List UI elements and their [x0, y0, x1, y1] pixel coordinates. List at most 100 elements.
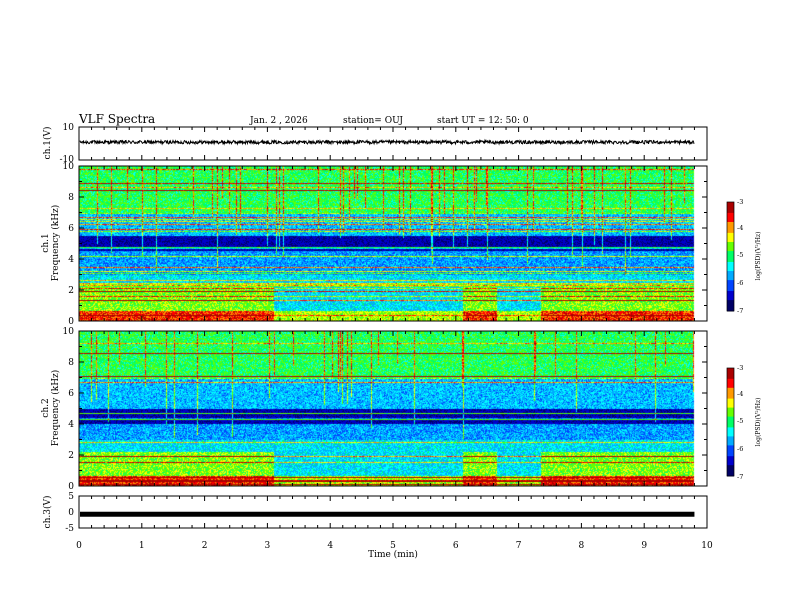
colorbar-segment [727, 382, 734, 385]
colorbar-frame [726, 201, 735, 312]
colorbar-segment [727, 218, 734, 221]
colorbar-segment [727, 404, 734, 407]
colorbar-segment [727, 249, 734, 252]
colorbar-segment [727, 241, 734, 245]
ch1-spec-ytick-0: 0 [68, 317, 74, 327]
colorbar-segment [727, 445, 734, 448]
colorbar-segment [727, 236, 734, 239]
ch1-waveform-line [79, 138, 695, 146]
colorbar-segment [727, 387, 734, 391]
colorbar-segment [727, 265, 734, 268]
colorbar-segment [727, 225, 734, 228]
colorbar-segment [727, 459, 734, 463]
x-tick-label: 1 [139, 541, 145, 551]
ch1-spec-ylabel: Frequency (kHz) [50, 205, 61, 282]
ch2-spec-ytick-6: 6 [68, 389, 74, 399]
colorbar-segment [727, 423, 734, 427]
ch1-colorbar [726, 201, 735, 312]
cb2-tick-m3: -3 [737, 364, 743, 372]
ch2-spectrogram-panel: 0 2 4 6 8 10 ch.2 Frequency (kHz) -3 -4 … [41, 327, 762, 492]
x-tick-label: 10 [701, 541, 713, 551]
colorbar-segment [727, 298, 734, 301]
colorbar-segment [727, 461, 734, 464]
cb2-tick-m4: -4 [737, 390, 743, 398]
colorbar-segment [727, 272, 734, 276]
cb1-tick-m7: -7 [737, 307, 743, 315]
colorbar-segment [727, 261, 734, 265]
ch1-spec-ytick-10: 10 [63, 162, 75, 172]
colorbar-segment [727, 425, 734, 428]
colorbar-segment [727, 441, 734, 445]
ch1-spectrogram-panel: 0 2 4 6 8 10 ch.1 Frequency (kHz) -3 -4 … [41, 162, 762, 327]
colorbar-segment [727, 203, 734, 207]
colorbar-segment [727, 386, 734, 389]
colorbar-segment [727, 227, 734, 230]
ch1-spec-ytick-6: 6 [68, 224, 74, 234]
colorbar-segment [727, 307, 734, 310]
colorbar-segment [727, 205, 734, 208]
ch2-spec-ylabel: Frequency (kHz) [50, 370, 61, 447]
colorbar-segment [727, 400, 734, 403]
ch3-waveform-line [80, 511, 695, 517]
colorbar-segment [727, 414, 734, 418]
ch1-waveform-panel: 10 -10 ch.1(V) [42, 123, 708, 165]
colorbar-segment [727, 278, 734, 281]
colorbar-segment [727, 231, 734, 234]
colorbar-segment [727, 209, 734, 212]
colorbar-segment [727, 221, 734, 225]
colorbar-segment [727, 229, 734, 232]
ch2-spec-ticks [78, 330, 708, 487]
colorbar-segment [727, 427, 734, 430]
colorbar-segment [727, 245, 734, 248]
colorbar-segment [727, 296, 734, 299]
colorbar-segment [727, 289, 734, 292]
colorbar-segment [727, 220, 734, 223]
colorbar-segment [727, 436, 734, 439]
header-start-time: start UT = 12: 50: 0 [437, 116, 529, 126]
colorbar-segment [727, 432, 734, 436]
ch3-ytick-0: 0 [68, 508, 74, 518]
colorbar-frame [726, 367, 735, 477]
colorbar-segment [727, 458, 734, 461]
colorbar-segment [727, 389, 734, 392]
colorbar-segment [727, 216, 734, 219]
colorbar-segment [727, 309, 734, 312]
colorbar-segment [727, 470, 734, 473]
cb2-tick-m7: -7 [737, 473, 743, 481]
colorbar-segment [727, 303, 734, 307]
colorbar-segment [727, 211, 734, 214]
colorbar-segment [727, 411, 734, 414]
colorbar-segment [727, 407, 734, 410]
cb1-tick-m5: -5 [737, 251, 743, 259]
colorbar-segment [727, 212, 734, 216]
colorbar-segment [727, 232, 734, 236]
x-tick-label: 4 [327, 541, 333, 551]
colorbar-segment [727, 368, 734, 371]
colorbar-segment [727, 452, 734, 455]
colorbar-segment [727, 294, 734, 297]
colorbar-segment [727, 252, 734, 256]
ch2-spec-ytick-8: 8 [68, 358, 74, 368]
colorbar-segment [727, 287, 734, 290]
x-axis-tick-labels: 0 1 2 3 4 5 6 7 8 9 10 [76, 541, 713, 551]
colorbar-segment [727, 280, 734, 283]
ch1-spec-channel-label: ch.1 [41, 233, 51, 252]
colorbar-segment [727, 418, 734, 421]
colorbar-segment [727, 291, 734, 294]
colorbar-segment [727, 405, 734, 409]
colorbar-segment [727, 380, 734, 383]
colorbar-segment [727, 402, 734, 405]
spectrogram-raster [79, 331, 707, 486]
colorbar-segment [727, 269, 734, 272]
colorbar-segment [727, 420, 734, 423]
colorbar-segment [727, 247, 734, 250]
colorbar-segment [727, 443, 734, 446]
colorbar-segment [727, 267, 734, 270]
ch3-ytick-m5: -5 [65, 524, 74, 534]
colorbar-segment [727, 468, 734, 472]
ch2-spec-ytick-10: 10 [63, 327, 75, 337]
ch2-spec-ytick-4: 4 [68, 420, 74, 430]
cb1-tick-m3: -3 [737, 198, 743, 206]
colorbar-segment [727, 271, 734, 274]
